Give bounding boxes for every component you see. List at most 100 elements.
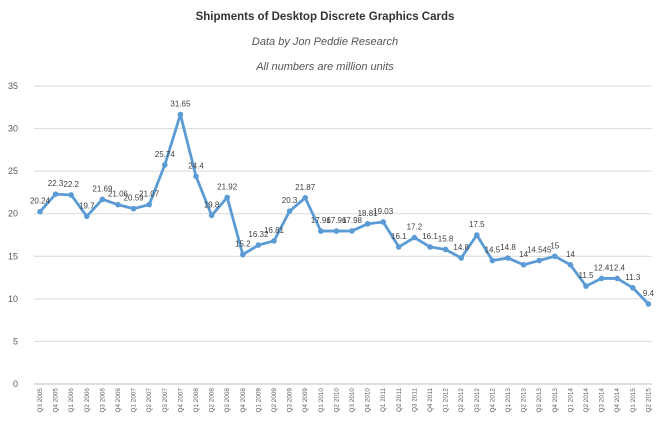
data-point xyxy=(630,284,636,291)
y-tick-label: 5 xyxy=(13,336,18,346)
data-point xyxy=(240,251,246,258)
y-tick-label: 20 xyxy=(8,209,18,219)
x-tick-label: Q2 2015 xyxy=(645,388,652,413)
y-tick-label: 25 xyxy=(8,166,18,176)
data-label: 21.06 xyxy=(108,190,129,199)
chart-subtitle-units: All numbers are million units xyxy=(255,61,394,73)
data-label: 17.2 xyxy=(407,223,423,232)
data-label: 15 xyxy=(550,241,559,250)
x-tick-label: Q1 2007 xyxy=(131,388,138,413)
series-line xyxy=(38,113,650,305)
data-point xyxy=(598,275,605,282)
data-label: 19.8 xyxy=(204,200,220,209)
data-point xyxy=(255,242,262,248)
data-label: 19.03 xyxy=(373,207,394,216)
y-tick-label: 35 xyxy=(8,81,18,91)
data-label: 20.59 xyxy=(124,194,145,203)
data-point xyxy=(458,255,465,261)
data-label: 21.69 xyxy=(92,184,113,193)
data-point xyxy=(442,246,449,253)
data-label: 25.74 xyxy=(155,150,176,159)
x-tick-label: Q1 2011 xyxy=(380,388,387,412)
data-point xyxy=(552,253,558,260)
data-label: 14.8 xyxy=(500,243,516,252)
x-tick-label: Q1 2012 xyxy=(443,388,450,413)
x-tick-label: Q2 2006 xyxy=(84,388,91,413)
data-label: 18.81 xyxy=(358,209,379,218)
data-label: 14.545 xyxy=(527,246,552,255)
data-point xyxy=(193,173,199,180)
x-tick-label: Q4 2011 xyxy=(427,388,434,412)
data-point xyxy=(364,221,371,227)
y-axis-ticks: 0 5 10 15 20 25 30 35 xyxy=(8,81,18,389)
x-tick-label: Q1 2009 xyxy=(255,388,262,413)
data-label: 11.3 xyxy=(625,273,641,282)
x-tick-label: Q4 2005 xyxy=(53,388,60,413)
data-label: 14.8 xyxy=(453,243,469,252)
data-point xyxy=(146,201,152,208)
x-tick-label: Q3 2009 xyxy=(287,388,294,413)
y-tick-label: 10 xyxy=(8,294,18,304)
x-tick-label: Q3 2008 xyxy=(224,388,231,413)
x-tick-label: Q4 2008 xyxy=(240,388,247,413)
y-tick-label: 15 xyxy=(8,251,18,261)
x-tick-label: Q4 2006 xyxy=(115,388,122,413)
data-point xyxy=(162,162,168,168)
data-label: 21.87 xyxy=(295,183,316,192)
data-point xyxy=(333,228,340,234)
data-point xyxy=(505,255,511,261)
chart-title: Shipments of Desktop Discrete Graphics C… xyxy=(196,11,455,23)
data-markers xyxy=(37,111,652,307)
data-point xyxy=(84,213,90,220)
x-tick-label: Q2 2012 xyxy=(458,388,465,413)
data-point xyxy=(286,208,293,214)
data-point xyxy=(224,194,230,201)
data-label: 14.5 xyxy=(485,246,501,255)
x-tick-label: Q4 2009 xyxy=(302,388,309,413)
data-point xyxy=(37,208,43,215)
data-point xyxy=(396,244,402,250)
x-tick-label: Q1 2014 xyxy=(567,388,574,413)
x-tick-label: Q2 2013 xyxy=(521,388,528,413)
data-label: 20.24 xyxy=(30,197,51,206)
chart-subtitle-source: Data by Jon Peddie Research xyxy=(252,36,398,48)
data-point xyxy=(474,232,480,238)
data-label: 20.3 xyxy=(282,196,298,205)
x-tick-label: Q3 2012 xyxy=(474,388,481,413)
data-label: 16.32 xyxy=(248,230,269,239)
data-point xyxy=(271,238,277,244)
data-point xyxy=(177,111,184,118)
x-tick-label: Q4 2012 xyxy=(489,388,496,413)
x-tick-label: Q2 2011 xyxy=(396,388,403,412)
x-tick-label: Q3 2005 xyxy=(37,388,44,413)
x-tick-label: Q4 2010 xyxy=(365,388,372,413)
data-label: 14 xyxy=(566,250,575,259)
x-tick-label: Q3 2010 xyxy=(349,388,356,413)
data-label: 15.8 xyxy=(438,234,454,243)
data-point xyxy=(302,194,309,201)
x-tick-label: Q3 2013 xyxy=(536,388,543,413)
data-label: 15.2 xyxy=(235,240,251,249)
data-label: 24.4 xyxy=(188,161,204,170)
data-point xyxy=(567,262,574,268)
data-point xyxy=(130,205,137,212)
data-point xyxy=(208,212,215,219)
data-point xyxy=(349,228,355,234)
data-label: 9.4 xyxy=(643,289,655,298)
data-label: 21.92 xyxy=(217,182,238,191)
data-label: 22.2 xyxy=(63,180,79,189)
data-label: 16.1 xyxy=(422,232,438,241)
data-point xyxy=(583,283,589,289)
y-tick-label: 0 xyxy=(13,379,18,389)
x-axis-ticks: Q3 2005 Q4 2005 Q1 2006 Q2 2006 Q3 2006 Q4 20… xyxy=(37,388,652,413)
data-label: 14 xyxy=(519,250,528,259)
data-point xyxy=(645,301,652,307)
data-label: 19.7 xyxy=(79,201,95,210)
grid-lines xyxy=(34,85,652,385)
data-label: 22.3 xyxy=(48,179,64,188)
x-tick-label: Q4 2013 xyxy=(552,388,559,413)
x-tick-label: Q1 2008 xyxy=(193,388,200,413)
data-point xyxy=(536,257,542,264)
